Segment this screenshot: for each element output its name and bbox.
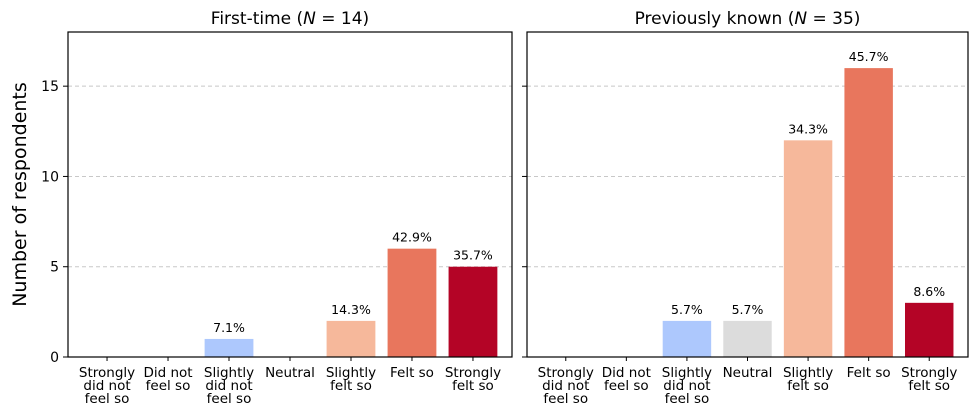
x-tick-label: Slightly did not feel so [204,365,254,407]
bar [723,320,772,357]
x-tick-label: Strongly felt so [445,365,501,394]
bar [905,302,954,357]
plot-frame [67,31,513,358]
bar-data-label: 14.3% [331,302,371,317]
x-tick-label: Neutral [723,365,773,381]
y-axis-label: Number of respondents [9,82,31,307]
x-tick-label: Felt so [390,365,434,381]
bar [387,248,437,357]
bar-data-label: 5.7% [671,302,703,317]
y-tick-label: 0 [50,350,59,366]
x-tick-label: Slightly did not feel so [662,365,712,407]
x-tick-label: Strongly did not feel so [538,365,594,407]
bar-data-label: 42.9% [392,230,432,245]
bar-data-label: 35.7% [453,248,493,263]
chart-title: First-time (N = 14) [211,9,369,29]
x-tick-label: Strongly did not feel so [79,365,135,407]
x-tick-label: Strongly felt so [901,365,957,394]
bar-data-label: 5.7% [732,302,764,317]
bar-data-label: 7.1% [213,320,245,335]
x-tick-label: Felt so [847,365,891,381]
bar [783,140,833,357]
plot-frame [526,31,969,358]
x-tick-label: Did not feel so [143,365,192,394]
y-tick-label: 10 [41,169,59,185]
y-tick-label: 15 [41,79,59,95]
chart-title: Previously known (N = 35) [635,9,861,29]
bar [204,338,254,357]
x-tick-label: Did not feel so [602,365,651,394]
bar-data-label: 8.6% [913,284,945,299]
chart-panel-2: Strongly did not feel so Did not feel so 5.7%… [522,9,969,407]
bar-data-label: 45.7% [849,49,889,64]
bar [448,266,498,357]
bar-data-label: 34.3% [788,121,828,136]
x-tick-label: Slightly felt so [326,365,376,394]
bar [662,320,712,357]
bar [326,320,376,357]
bar [844,68,893,357]
y-tick-label: 5 [50,260,59,276]
chart-panel-1: 0 5 10 15 Strongly did not feel so Did not feel … [9,9,513,407]
x-tick-label: Neutral [265,365,315,381]
x-tick-label: Slightly felt so [783,365,833,394]
